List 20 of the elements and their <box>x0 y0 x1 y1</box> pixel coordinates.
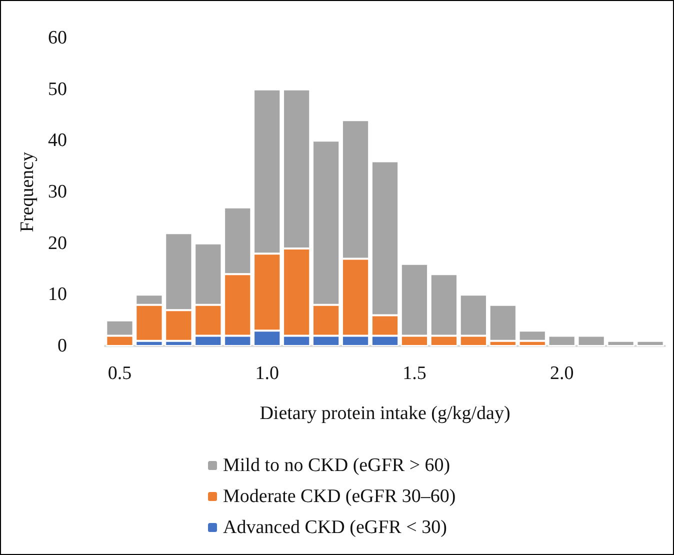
x-tick-label: 1.5 <box>402 363 426 384</box>
y-axis-title: Frequency <box>17 151 38 232</box>
x-tick-label: 2.0 <box>550 363 574 384</box>
y-tick-label: 60 <box>48 28 67 48</box>
bar <box>578 336 605 346</box>
legend-label: Moderate CKD (eGFR 30–60) <box>223 486 456 507</box>
x-tick-label: 1.0 <box>255 363 279 384</box>
bar <box>636 340 664 346</box>
y-tick-label: 40 <box>48 130 67 152</box>
x-tick-label: 0.5 <box>108 363 132 384</box>
bar <box>607 340 634 346</box>
bar <box>548 336 576 346</box>
legend-label: Mild to no CKD (eGFR > 60) <box>223 455 450 476</box>
x-axis-title: Dietary protein intake (g/kg/day) <box>260 403 510 424</box>
y-tick-label: 30 <box>48 182 67 202</box>
y-tick-label: 0 <box>58 336 67 356</box>
y-tick-label: 20 <box>48 232 67 254</box>
y-tick-label: 10 <box>48 284 67 306</box>
legend-label: Advanced CKD (eGFR < 30) <box>223 517 447 538</box>
y-tick-label: 50 <box>48 78 67 100</box>
